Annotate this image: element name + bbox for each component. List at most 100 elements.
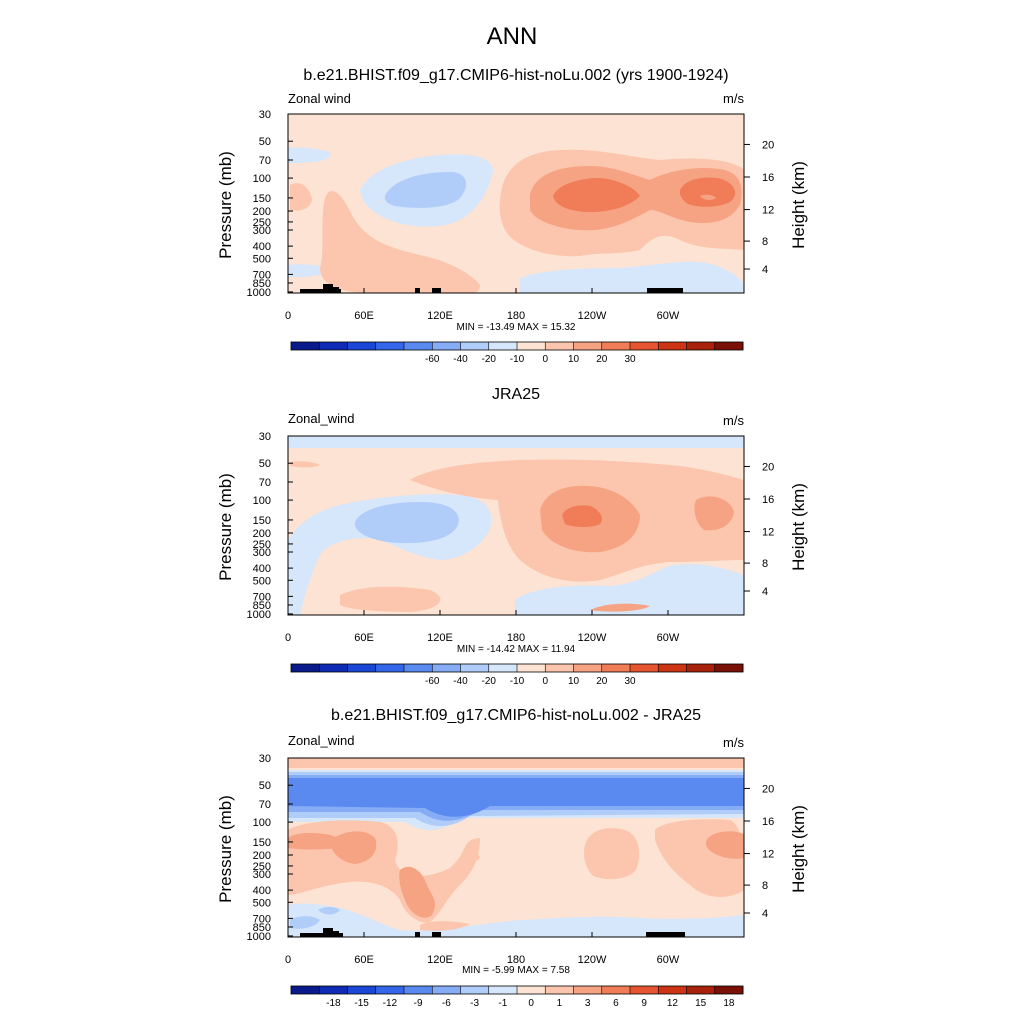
panel-3-contour-field [288,758,744,937]
colorbar-swatch [686,664,716,672]
y-tick-label: 70 [259,799,271,811]
panel-3-title: b.e21.BHIST.f09_g17.CMIP6-hist-noLu.002 … [331,707,701,724]
panel-2-ylabel: Pressure (mb) [216,473,235,581]
colorbar-swatch [573,664,603,672]
y2-tick-label: 16 [762,816,774,828]
y2-tick-label: 4 [762,264,768,276]
x-tick-label: 120E [427,310,453,322]
y-tick-label: 200 [253,850,271,862]
colorbar-swatch [347,664,377,672]
panel-3-right-label: m/s [723,735,744,750]
colorbar-swatch [319,342,348,350]
panel-2-left-label: Zonal_wind [288,411,355,426]
colorbar-swatch [432,342,461,350]
y2-tick-label: 8 [762,236,768,248]
colorbar-label: -20 [482,354,497,365]
y-tick-label: 150 [253,193,271,205]
panel-1-stats: MIN = -13.49 MAX = 15.32 [457,322,576,333]
contour-mid-red [590,603,650,612]
contour-mid-red [330,831,377,864]
colorbar-label: 3 [585,998,591,1009]
colorbar-swatch [319,664,348,672]
colorbar-swatch [630,342,659,350]
contour-light-red [290,183,312,211]
y2-tick-label: 20 [762,461,774,473]
colorbar-label: -20 [482,676,497,687]
contour-light-blue [288,903,744,937]
contour-light-red [340,586,441,612]
panel-2-x-ticks: 0 60E 120E 180 120W 60W [285,610,680,644]
y-tick-label: 30 [259,753,271,765]
panel-3-y2-ticks: 20 16 12 8 4 [744,783,774,920]
x-tick-label: 180 [507,954,525,966]
colorbar-swatch [404,986,433,994]
topography-block [300,289,341,293]
colorbar-swatch [517,664,546,672]
y-tick-label: 100 [253,495,271,507]
x-tick-label: 120E [427,954,453,966]
colorbar-label: -10 [510,354,525,365]
colorbar-label: -10 [510,676,525,687]
colorbar-label: 30 [624,676,636,687]
colorbar-swatch [545,986,574,994]
colorbar-swatch [347,986,377,994]
y-tick-label: 50 [259,780,271,792]
y-tick-label: 250 [253,861,271,873]
y-tick-label: 1000 [247,931,271,943]
y2-tick-label: 4 [762,586,768,598]
panel-2-colorbar: -60 -40 -20 -10 0 10 20 30 [290,663,744,687]
panel-3-x-ticks: 0 60E 120E 180 120W 60W [285,932,680,966]
colorbar-frame [290,341,744,351]
colorbar-swatch [375,342,405,350]
x-tick-label: 120W [578,954,607,966]
x-tick-label: 60W [657,310,680,322]
panel-1-ylabel: Pressure (mb) [216,151,235,259]
colorbar-label: 20 [596,354,608,365]
contour-mid-red [288,833,345,850]
colorbar-swatch [658,342,687,350]
colorbar-label: 0 [528,998,534,1009]
topography-block [323,284,333,293]
colorbar-swatch [714,986,744,994]
contour-red [679,177,736,207]
contour-light-blue [290,916,320,929]
colorbar-label: -60 [425,354,440,365]
contour-blue [354,502,459,544]
y-tick-label: 400 [253,241,271,253]
x-tick-label: 180 [507,310,525,322]
contour-light-red [584,828,640,880]
topography-block [415,288,420,293]
y2-tick-label: 12 [762,527,774,539]
contour-red [553,178,640,212]
y-tick-label: 850 [253,600,271,612]
topography-block [333,287,339,293]
panel-3-ylabel: Pressure (mb) [216,795,235,903]
colorbar-frame [290,985,744,995]
y2-tick-label: 8 [762,558,768,570]
x-tick-label: 120W [578,310,607,322]
panel-3-y2label: Height (km) [789,805,808,893]
colorbar-label: 10 [568,676,580,687]
y-tick-label: 500 [253,897,271,909]
colorbar-label: 10 [568,354,580,365]
contour-mid-red [694,496,734,531]
y-tick-label: 100 [253,173,271,185]
topography-block [333,931,339,937]
panel-3: b.e21.BHIST.f09_g17.CMIP6-hist-noLu.002 … [216,707,808,1009]
contour-light-blue [318,907,340,915]
x-tick-label: 60W [657,632,680,644]
colorbar-swatch [545,342,574,350]
colorbar-swatch [319,986,348,994]
x-tick-label: 60E [354,632,374,644]
colorbar-swatch [432,986,461,994]
contour-mid-red [705,831,744,859]
y-tick-label: 300 [253,869,271,881]
topography-block [415,932,420,937]
colorbar-swatch [488,664,518,672]
colorbar-label: 20 [596,676,608,687]
colorbar-swatch [460,986,490,994]
colorbar-swatch [375,986,405,994]
